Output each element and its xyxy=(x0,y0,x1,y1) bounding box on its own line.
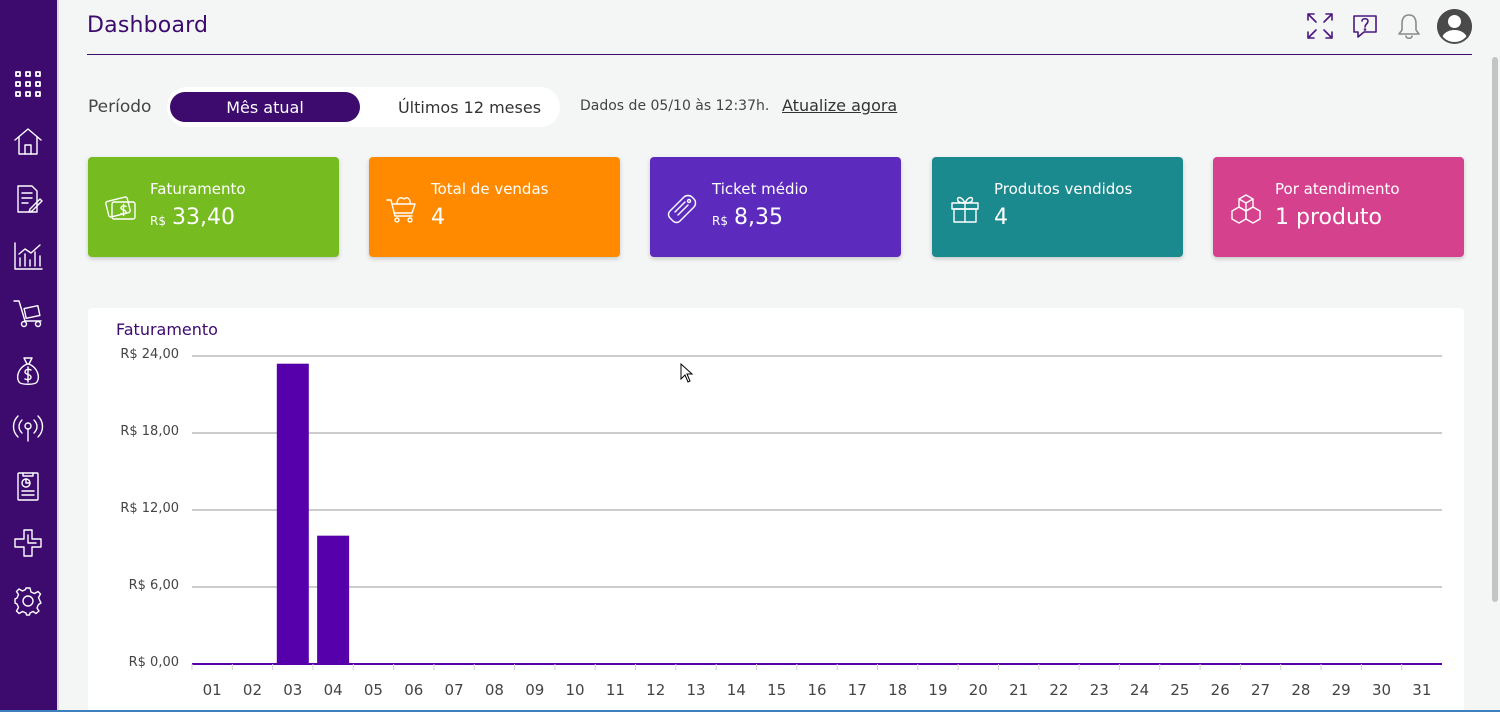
refresh-link[interactable]: Atualize agora xyxy=(782,96,898,115)
apps-grid-icon[interactable] xyxy=(12,68,44,100)
x-tick-label: 22 xyxy=(1049,681,1068,699)
kpi-currency: R$ xyxy=(712,214,728,228)
bar xyxy=(317,535,350,664)
gift-icon xyxy=(948,191,982,225)
y-tick-label: R$ 12,00 xyxy=(120,501,179,516)
x-tick-label: 29 xyxy=(1332,681,1351,699)
integration-icon[interactable] xyxy=(12,527,44,559)
gear-icon[interactable] xyxy=(12,585,44,617)
header-divider xyxy=(87,54,1472,55)
x-tick-label: 03 xyxy=(283,681,302,699)
x-tick-label: 17 xyxy=(848,681,867,699)
x-tick-label: 02 xyxy=(243,681,262,699)
x-tick-label: 08 xyxy=(485,681,504,699)
kpi-value: 4 xyxy=(431,205,445,230)
x-tick-label: 23 xyxy=(1090,681,1109,699)
window-bottom-edge xyxy=(0,710,1500,712)
chart-title: Faturamento xyxy=(116,320,218,339)
data-timestamp: Dados de 05/10 às 12:37h. xyxy=(580,98,770,114)
page-title: Dashboard xyxy=(87,13,209,38)
kpi-currency: R$ xyxy=(150,214,166,228)
y-tick-label: R$ 0,00 xyxy=(129,655,179,670)
expand-icon[interactable] xyxy=(1304,10,1336,42)
money-icon xyxy=(104,191,138,225)
x-tick-label: 13 xyxy=(686,681,705,699)
revenue-bar-chart: R$ 0,00 R$ 6,00 R$ 12,00 R$ 18,00 R$ 24,00 01… xyxy=(120,347,1442,699)
period-option-last-12-months[interactable]: Últimos 12 meses xyxy=(397,97,542,117)
x-tick-label: 04 xyxy=(324,681,343,699)
home-icon[interactable] xyxy=(12,125,44,157)
bar xyxy=(276,363,309,664)
kpi-value: 33,40 xyxy=(172,205,235,230)
kpi-title: Por atendimento xyxy=(1275,180,1400,198)
money-bag-icon[interactable] xyxy=(12,355,44,387)
kpi-value: 8,35 xyxy=(734,205,783,230)
period-toggle: Mês atual Últimos 12 meses xyxy=(167,87,560,127)
x-tick-label: 10 xyxy=(566,681,585,699)
help-icon[interactable] xyxy=(1349,10,1381,42)
user-avatar-icon[interactable] xyxy=(1437,9,1472,44)
y-tick-label: R$ 18,00 xyxy=(120,424,179,439)
kpi-card-per-service: Por atendimento 1 produto xyxy=(1213,157,1464,257)
kpi-card-total-sales: Total de vendas 4 xyxy=(369,157,620,257)
y-tick-label: R$ 24,00 xyxy=(120,347,179,362)
x-tick-label: 01 xyxy=(203,681,222,699)
document-edit-icon[interactable] xyxy=(12,183,44,215)
x-tick-label: 15 xyxy=(767,681,786,699)
x-tick-label: 19 xyxy=(928,681,947,699)
kpi-title: Faturamento xyxy=(150,180,246,198)
x-tick-label: 07 xyxy=(445,681,464,699)
report-icon[interactable] xyxy=(12,470,44,502)
x-tick-label: 16 xyxy=(807,681,826,699)
kpi-card-average-ticket: Ticket médio R$ 8,35 xyxy=(650,157,901,257)
scrollbar-thumb[interactable] xyxy=(1492,57,1498,602)
kpi-value: 4 xyxy=(994,205,1008,230)
x-tick-label: 14 xyxy=(727,681,746,699)
x-tick-label: 06 xyxy=(404,681,423,699)
bar-chart-icon[interactable] xyxy=(12,240,44,272)
cart-icon xyxy=(385,191,419,225)
period-label: Período xyxy=(88,97,152,117)
y-tick-label: R$ 6,00 xyxy=(129,578,179,593)
ticket-icon xyxy=(666,191,700,225)
period-option-current-month[interactable]: Mês atual xyxy=(170,92,360,122)
kpi-card-products-sold: Produtos vendidos 4 xyxy=(932,157,1183,257)
kpi-value: 1 produto xyxy=(1275,205,1382,230)
x-tick-label: 24 xyxy=(1130,681,1149,699)
x-tick-label: 05 xyxy=(364,681,383,699)
x-tick-label: 12 xyxy=(646,681,665,699)
bell-icon[interactable] xyxy=(1393,10,1425,42)
kpi-card-revenue: Faturamento R$ 33,40 xyxy=(88,157,339,257)
kpi-title: Ticket médio xyxy=(712,180,808,198)
x-tick-label: 21 xyxy=(1009,681,1028,699)
x-tick-label: 20 xyxy=(969,681,988,699)
x-tick-label: 18 xyxy=(888,681,907,699)
x-tick-label: 28 xyxy=(1291,681,1310,699)
boxes-icon xyxy=(1229,191,1263,225)
x-tick-label: 26 xyxy=(1211,681,1230,699)
x-tick-label: 31 xyxy=(1412,681,1431,699)
kpi-title: Total de vendas xyxy=(431,180,549,198)
x-tick-label: 27 xyxy=(1251,681,1270,699)
cart-dolly-icon[interactable] xyxy=(12,297,44,329)
x-tick-label: 30 xyxy=(1372,681,1391,699)
x-tick-label: 25 xyxy=(1170,681,1189,699)
x-tick-label: 09 xyxy=(525,681,544,699)
mouse-cursor-icon xyxy=(680,363,694,383)
kpi-title: Produtos vendidos xyxy=(994,180,1133,198)
sidebar xyxy=(0,0,59,712)
broadcast-icon[interactable] xyxy=(12,412,44,444)
x-tick-label: 11 xyxy=(606,681,625,699)
